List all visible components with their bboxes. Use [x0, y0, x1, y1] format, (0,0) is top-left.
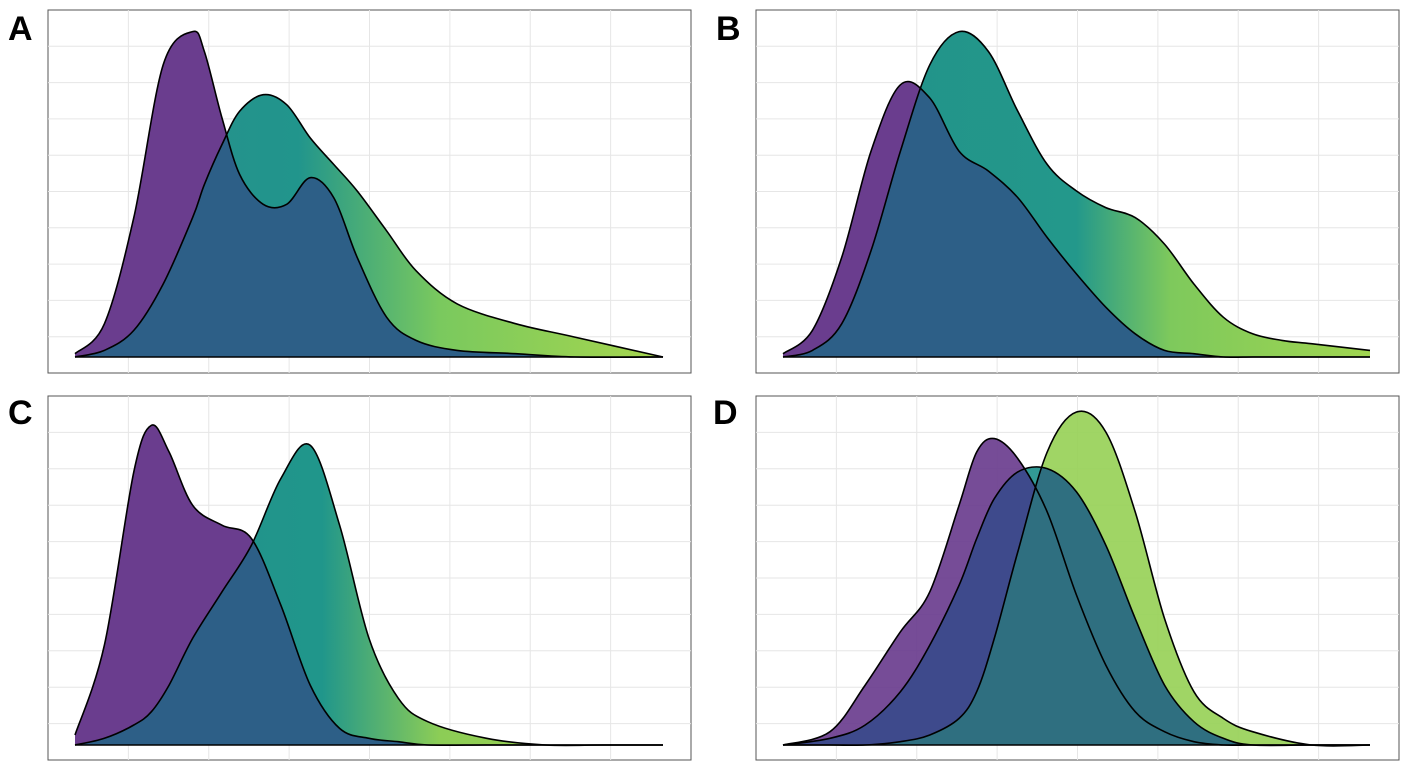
panel-label-b: B [716, 10, 741, 48]
density-overlap-area-1-2 [783, 466, 1370, 746]
density-curve-series-2 [74, 93, 664, 358]
panel-c-areas [74, 424, 663, 747]
panel-label-c: C [8, 394, 33, 432]
panel-b: B [716, 9, 1400, 374]
panel-a-areas [74, 30, 664, 359]
panel-c: C [8, 394, 692, 761]
panel-d: D [713, 394, 1400, 761]
panel-label-a: A [8, 10, 33, 48]
density-overlap-area [783, 81, 1370, 357]
panel-b-areas [782, 30, 1371, 359]
panel-d-areas [782, 410, 1371, 747]
density-curve-series-1 [74, 30, 664, 359]
density-overlap-area [75, 94, 663, 357]
density-overlap-area [75, 443, 663, 746]
density-curve-series-2 [74, 443, 663, 747]
density-curve-series-2 [782, 466, 1370, 747]
panel-label-d: D [713, 394, 738, 432]
density-curve-series-2 [782, 30, 1371, 358]
density-curve-series-3 [783, 410, 1371, 747]
panel-a: A [8, 9, 692, 374]
